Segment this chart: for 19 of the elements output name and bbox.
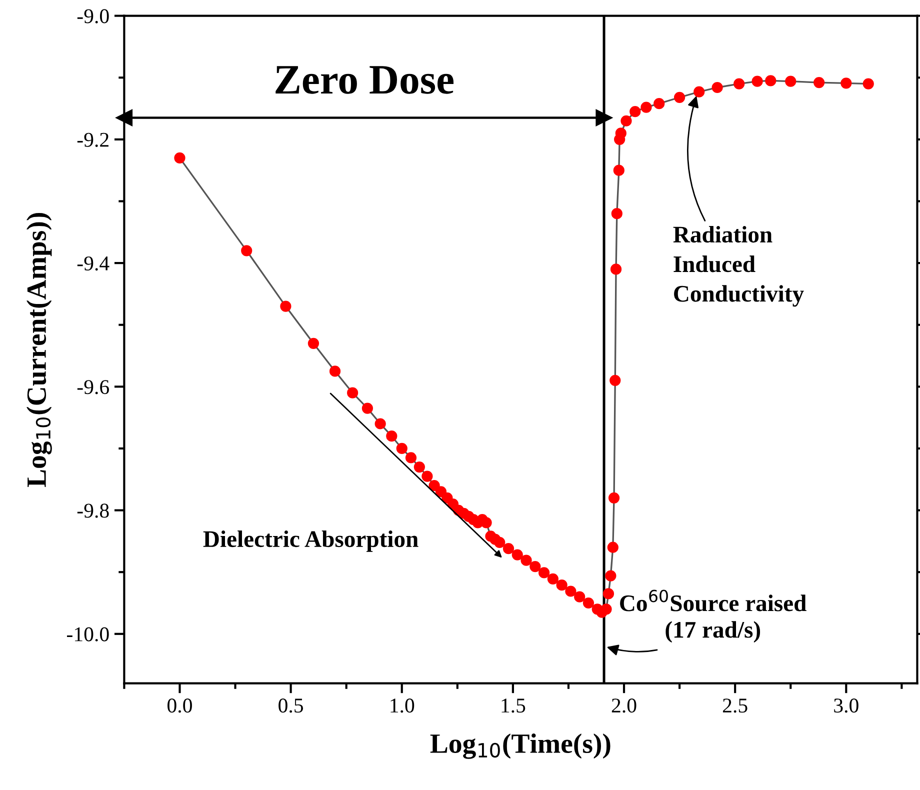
x-tick-label: 1.5 (502, 698, 526, 713)
x-tick-label: 0.5 (278, 698, 304, 713)
y-tick-label: -9.2 (77, 132, 108, 147)
y-axis-title: Log$_{10}$(Current(Amps)) (26, 212, 52, 488)
y-tick-label: -9.8 (77, 504, 109, 518)
x-axis-title: Log$_{10}$(Time(s)) (430, 733, 610, 759)
y-tick-label: -10.0 (66, 627, 109, 642)
y-tick-label: -9.6 (77, 380, 109, 394)
annotation: Co$^{60}$Source raised (17 rad/s) (620, 590, 806, 643)
annotation: Radiation Induced Conductivity (673, 226, 804, 307)
series-label: Zero Dose (276, 66, 454, 94)
x-tick-label: 2.0 (612, 698, 636, 713)
y-tick-label: -9.0 (77, 9, 109, 24)
x-tick-label: 3.0 (834, 698, 858, 713)
x-tick-label: 2.5 (722, 698, 748, 713)
annotation: Dielectric Absorption (203, 530, 418, 552)
x-tick-label: 0.0 (168, 698, 192, 713)
x-tick-label: 1.0 (390, 698, 414, 713)
y-tick-label: -9.4 (77, 256, 110, 271)
